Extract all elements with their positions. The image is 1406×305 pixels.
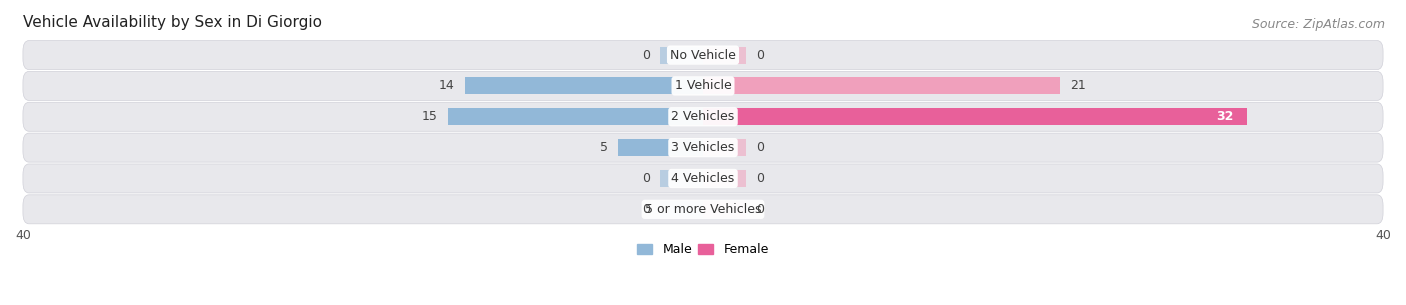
Text: 1 Vehicle: 1 Vehicle [675,79,731,92]
Text: 3 Vehicles: 3 Vehicles [672,141,734,154]
Bar [703,77,1060,95]
FancyBboxPatch shape [22,41,1384,70]
Text: 0: 0 [755,203,763,216]
Text: Source: ZipAtlas.com: Source: ZipAtlas.com [1251,18,1385,31]
Text: 2 Vehicles: 2 Vehicles [672,110,734,123]
Text: 0: 0 [755,141,763,154]
Text: 21: 21 [1070,79,1085,92]
FancyBboxPatch shape [22,195,1384,224]
Text: 15: 15 [422,110,437,123]
Bar [661,170,703,187]
FancyBboxPatch shape [22,71,1384,100]
Text: 0: 0 [643,172,651,185]
Bar [703,170,745,187]
Text: 5 or more Vehicles: 5 or more Vehicles [645,203,761,216]
Text: 4 Vehicles: 4 Vehicles [672,172,734,185]
Text: 0: 0 [643,48,651,62]
Bar [703,108,1247,125]
FancyBboxPatch shape [22,133,1384,162]
Bar [703,139,745,156]
Text: 0: 0 [755,48,763,62]
Bar [619,139,703,156]
Bar [661,201,703,218]
Text: 0: 0 [755,172,763,185]
Bar [703,201,745,218]
Bar [703,47,745,63]
Text: Vehicle Availability by Sex in Di Giorgio: Vehicle Availability by Sex in Di Giorgi… [22,15,322,30]
Bar [661,47,703,63]
Legend: Male, Female: Male, Female [633,239,773,261]
Text: 0: 0 [643,203,651,216]
Text: 14: 14 [439,79,454,92]
FancyBboxPatch shape [22,164,1384,193]
Bar [449,108,703,125]
Bar [465,77,703,95]
FancyBboxPatch shape [22,102,1384,131]
Text: No Vehicle: No Vehicle [671,48,735,62]
Text: 5: 5 [600,141,607,154]
Text: 32: 32 [1216,110,1233,123]
